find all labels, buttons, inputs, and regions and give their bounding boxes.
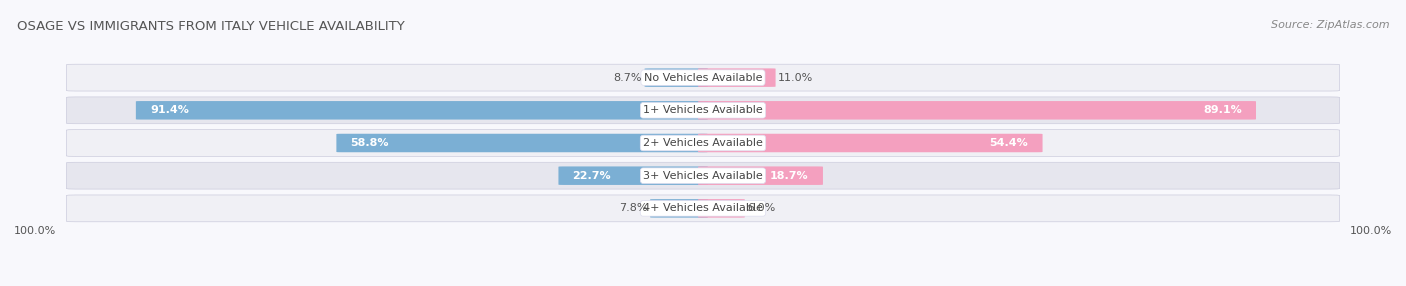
FancyBboxPatch shape [558, 166, 709, 185]
Text: 58.8%: 58.8% [350, 138, 389, 148]
Text: 4+ Vehicles Available: 4+ Vehicles Available [643, 203, 763, 213]
Text: No Vehicles Available: No Vehicles Available [644, 73, 762, 83]
Text: 11.0%: 11.0% [778, 73, 813, 83]
FancyBboxPatch shape [66, 195, 1340, 222]
FancyBboxPatch shape [697, 199, 745, 218]
Text: OSAGE VS IMMIGRANTS FROM ITALY VEHICLE AVAILABILITY: OSAGE VS IMMIGRANTS FROM ITALY VEHICLE A… [17, 20, 405, 33]
FancyBboxPatch shape [66, 130, 1340, 156]
FancyBboxPatch shape [697, 68, 776, 87]
Text: 22.7%: 22.7% [572, 171, 612, 181]
Text: Source: ZipAtlas.com: Source: ZipAtlas.com [1271, 20, 1389, 30]
Text: 100.0%: 100.0% [1350, 226, 1392, 236]
FancyBboxPatch shape [644, 68, 709, 87]
Text: 8.7%: 8.7% [613, 73, 643, 83]
FancyBboxPatch shape [697, 166, 823, 185]
FancyBboxPatch shape [66, 97, 1340, 124]
Text: 1+ Vehicles Available: 1+ Vehicles Available [643, 105, 763, 115]
FancyBboxPatch shape [66, 162, 1340, 189]
Text: 89.1%: 89.1% [1204, 105, 1241, 115]
Text: 54.4%: 54.4% [990, 138, 1028, 148]
Text: 2+ Vehicles Available: 2+ Vehicles Available [643, 138, 763, 148]
Text: 91.4%: 91.4% [150, 105, 188, 115]
Text: 18.7%: 18.7% [770, 171, 808, 181]
Text: 100.0%: 100.0% [14, 226, 56, 236]
Text: 3+ Vehicles Available: 3+ Vehicles Available [643, 171, 763, 181]
Text: 7.8%: 7.8% [619, 203, 648, 213]
FancyBboxPatch shape [697, 134, 1043, 152]
FancyBboxPatch shape [697, 101, 1256, 120]
FancyBboxPatch shape [136, 101, 709, 120]
FancyBboxPatch shape [336, 134, 709, 152]
FancyBboxPatch shape [66, 64, 1340, 91]
FancyBboxPatch shape [650, 199, 709, 218]
Text: 6.0%: 6.0% [748, 203, 776, 213]
